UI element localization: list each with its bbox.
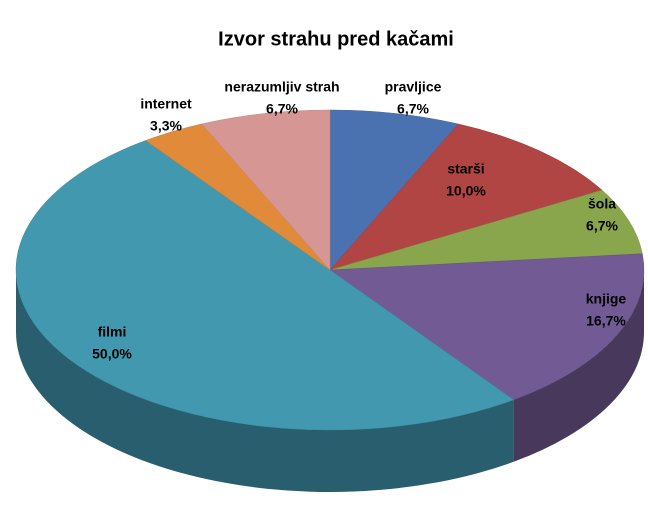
- data-label-name: filmi: [98, 324, 127, 340]
- slice: [15, 140, 515, 431]
- slice-side: [16, 270, 514, 492]
- data-label-value: 16,7%: [586, 313, 626, 329]
- data-label-value: 6,7%: [397, 101, 429, 117]
- slice: [329, 123, 603, 271]
- data-label-name: internet: [140, 96, 192, 112]
- slice: [329, 189, 643, 271]
- data-label-value: 6,7%: [266, 101, 298, 117]
- slice: [329, 109, 459, 271]
- data-label-name: šola: [588, 196, 616, 212]
- data-label-value: 6,7%: [586, 218, 618, 234]
- data-label-value: 50,0%: [92, 346, 132, 362]
- pie-tops: [15, 109, 645, 431]
- slice: [329, 253, 645, 401]
- data-label-name: nerazumljiv strah: [224, 79, 339, 95]
- chart-title: Izvor strahu pred kačami: [218, 28, 454, 50]
- pie-sides: [16, 270, 644, 492]
- data-label-name: pravljice: [385, 79, 442, 95]
- data-label-value: 3,3%: [150, 118, 182, 134]
- data-label-value: 10,0%: [446, 183, 486, 199]
- data-label-name: knjige: [586, 291, 627, 307]
- data-label-name: starši: [447, 161, 484, 177]
- slice-side: [513, 270, 644, 462]
- slice: [201, 109, 331, 271]
